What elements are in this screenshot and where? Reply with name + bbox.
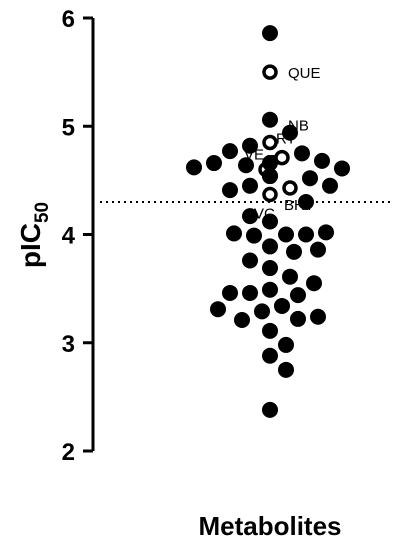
point <box>222 143 238 160</box>
y-tick-label: 6 <box>62 6 75 33</box>
point <box>186 159 202 176</box>
point <box>210 301 226 318</box>
y-tick-label: 3 <box>62 331 75 358</box>
point <box>234 312 250 329</box>
point <box>278 361 294 378</box>
point <box>286 243 302 260</box>
point <box>262 168 278 185</box>
point <box>262 401 278 418</box>
point <box>262 322 278 339</box>
point <box>274 297 290 314</box>
point <box>242 284 258 301</box>
open-point <box>262 134 278 151</box>
point <box>278 226 294 243</box>
point <box>298 194 314 211</box>
point <box>222 182 238 199</box>
point <box>290 310 306 327</box>
point <box>298 226 314 243</box>
point <box>246 227 262 244</box>
open-point <box>262 186 278 203</box>
point <box>254 303 270 320</box>
y-label-sub: 50 <box>32 202 53 223</box>
point <box>222 284 238 301</box>
point <box>334 160 350 177</box>
point <box>262 347 278 364</box>
point <box>242 137 258 154</box>
point <box>278 336 294 353</box>
point <box>310 308 326 325</box>
point <box>262 25 278 42</box>
point <box>282 124 298 141</box>
point <box>262 238 278 255</box>
y-tick-label: 4 <box>62 223 76 250</box>
point <box>294 145 310 162</box>
point <box>290 287 306 304</box>
y-tick-label: 2 <box>62 439 75 466</box>
point <box>238 157 254 174</box>
point <box>310 241 326 258</box>
point <box>262 281 278 298</box>
point <box>262 213 278 230</box>
x-axis-label: Metabolites <box>198 511 341 541</box>
y-label-main: pIC <box>15 223 46 268</box>
point <box>262 111 278 128</box>
open-point <box>262 64 278 80</box>
y-tick-label: 5 <box>62 114 75 141</box>
y-axis-label: pIC50 <box>15 202 53 268</box>
point <box>242 208 258 225</box>
point <box>306 275 322 292</box>
point <box>322 177 338 194</box>
point <box>282 268 298 285</box>
point <box>242 252 258 269</box>
point <box>318 224 334 241</box>
point <box>242 177 258 194</box>
label-text: QUE <box>288 65 321 82</box>
point <box>262 155 278 172</box>
point <box>302 170 318 187</box>
point <box>262 260 278 277</box>
point <box>314 152 330 169</box>
point <box>226 225 242 242</box>
point <box>206 155 222 172</box>
open-point <box>282 180 298 196</box>
point-label: QUE <box>288 65 321 82</box>
open-point <box>274 149 290 166</box>
